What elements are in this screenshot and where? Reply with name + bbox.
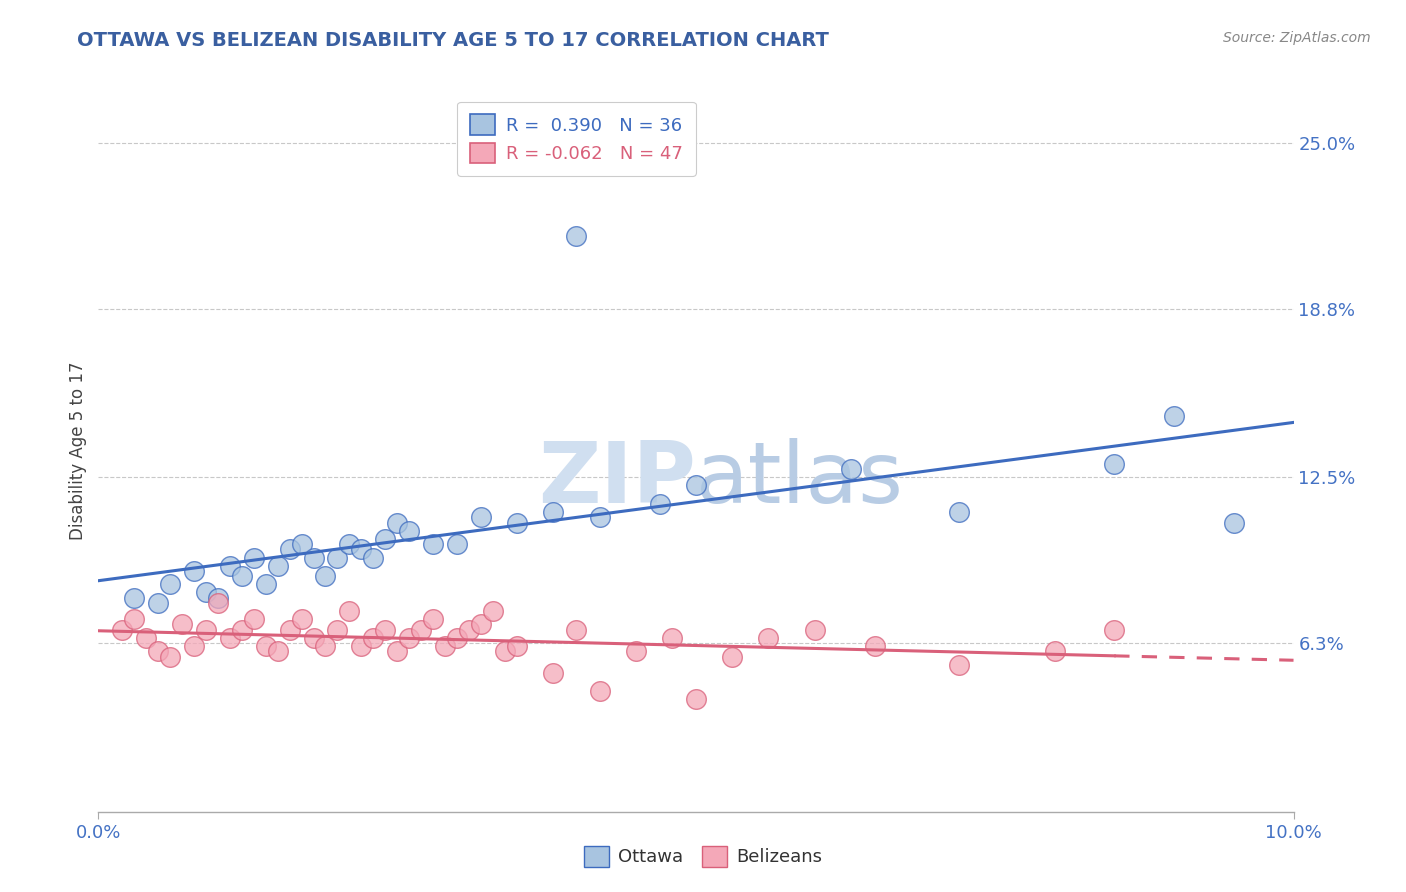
Point xyxy=(219,558,242,573)
Point xyxy=(254,639,277,653)
Point xyxy=(422,537,444,551)
Point xyxy=(350,542,373,557)
Point xyxy=(865,639,887,653)
Point xyxy=(841,462,863,476)
Point xyxy=(278,542,301,557)
Legend: Ottawa, Belizeans: Ottawa, Belizeans xyxy=(576,838,830,874)
Point xyxy=(207,596,229,610)
Point xyxy=(363,550,385,565)
Point xyxy=(291,537,314,551)
Point xyxy=(326,623,349,637)
Point xyxy=(948,505,970,519)
Point xyxy=(231,623,253,637)
Point xyxy=(207,591,229,605)
Point xyxy=(626,644,648,658)
Point xyxy=(172,617,194,632)
Point xyxy=(721,649,744,664)
Point xyxy=(565,623,588,637)
Point xyxy=(685,692,707,706)
Point xyxy=(315,639,337,653)
Y-axis label: Disability Age 5 to 17: Disability Age 5 to 17 xyxy=(69,361,87,540)
Point xyxy=(1104,623,1126,637)
Point xyxy=(661,631,683,645)
Point xyxy=(434,639,457,653)
Point xyxy=(339,604,361,618)
Point xyxy=(363,631,385,645)
Point xyxy=(482,604,505,618)
Point xyxy=(124,612,146,626)
Point xyxy=(506,516,529,530)
Point xyxy=(398,631,420,645)
Point xyxy=(254,577,277,591)
Point xyxy=(159,649,181,664)
Point xyxy=(195,623,218,637)
Point xyxy=(589,510,612,524)
Point xyxy=(231,569,253,583)
Legend: R =  0.390   N = 36, R = -0.062   N = 47: R = 0.390 N = 36, R = -0.062 N = 47 xyxy=(457,102,696,176)
Point xyxy=(315,569,337,583)
Point xyxy=(124,591,146,605)
Point xyxy=(494,644,516,658)
Point xyxy=(267,558,290,573)
Point xyxy=(1104,457,1126,471)
Point xyxy=(650,497,672,511)
Point xyxy=(385,644,409,658)
Point xyxy=(148,596,170,610)
Point xyxy=(685,478,707,492)
Point xyxy=(219,631,242,645)
Text: Source: ZipAtlas.com: Source: ZipAtlas.com xyxy=(1223,31,1371,45)
Point xyxy=(278,623,301,637)
Point xyxy=(291,612,314,626)
Point xyxy=(111,623,134,637)
Point xyxy=(350,639,373,653)
Text: atlas: atlas xyxy=(696,438,904,521)
Point xyxy=(804,623,827,637)
Point xyxy=(1163,409,1185,423)
Point xyxy=(148,644,170,658)
Point xyxy=(948,657,970,672)
Point xyxy=(756,631,779,645)
Point xyxy=(589,684,612,698)
Point xyxy=(458,623,481,637)
Point xyxy=(374,532,396,546)
Point xyxy=(374,623,396,637)
Point xyxy=(446,537,468,551)
Point xyxy=(446,631,468,645)
Point xyxy=(398,524,420,538)
Point xyxy=(183,639,205,653)
Point xyxy=(422,612,444,626)
Point xyxy=(326,550,349,565)
Point xyxy=(506,639,529,653)
Point xyxy=(470,510,492,524)
Point xyxy=(159,577,181,591)
Point xyxy=(1223,516,1246,530)
Point xyxy=(411,623,433,637)
Point xyxy=(302,631,325,645)
Point xyxy=(135,631,157,645)
Text: OTTAWA VS BELIZEAN DISABILITY AGE 5 TO 17 CORRELATION CHART: OTTAWA VS BELIZEAN DISABILITY AGE 5 TO 1… xyxy=(77,31,830,50)
Point xyxy=(195,585,218,599)
Point xyxy=(183,564,205,578)
Point xyxy=(541,665,564,680)
Point xyxy=(541,505,564,519)
Point xyxy=(339,537,361,551)
Point xyxy=(385,516,409,530)
Point xyxy=(267,644,290,658)
Point xyxy=(302,550,325,565)
Point xyxy=(243,550,266,565)
Text: ZIP: ZIP xyxy=(538,438,696,521)
Point xyxy=(470,617,492,632)
Point xyxy=(243,612,266,626)
Point xyxy=(1043,644,1066,658)
Point xyxy=(565,229,588,244)
